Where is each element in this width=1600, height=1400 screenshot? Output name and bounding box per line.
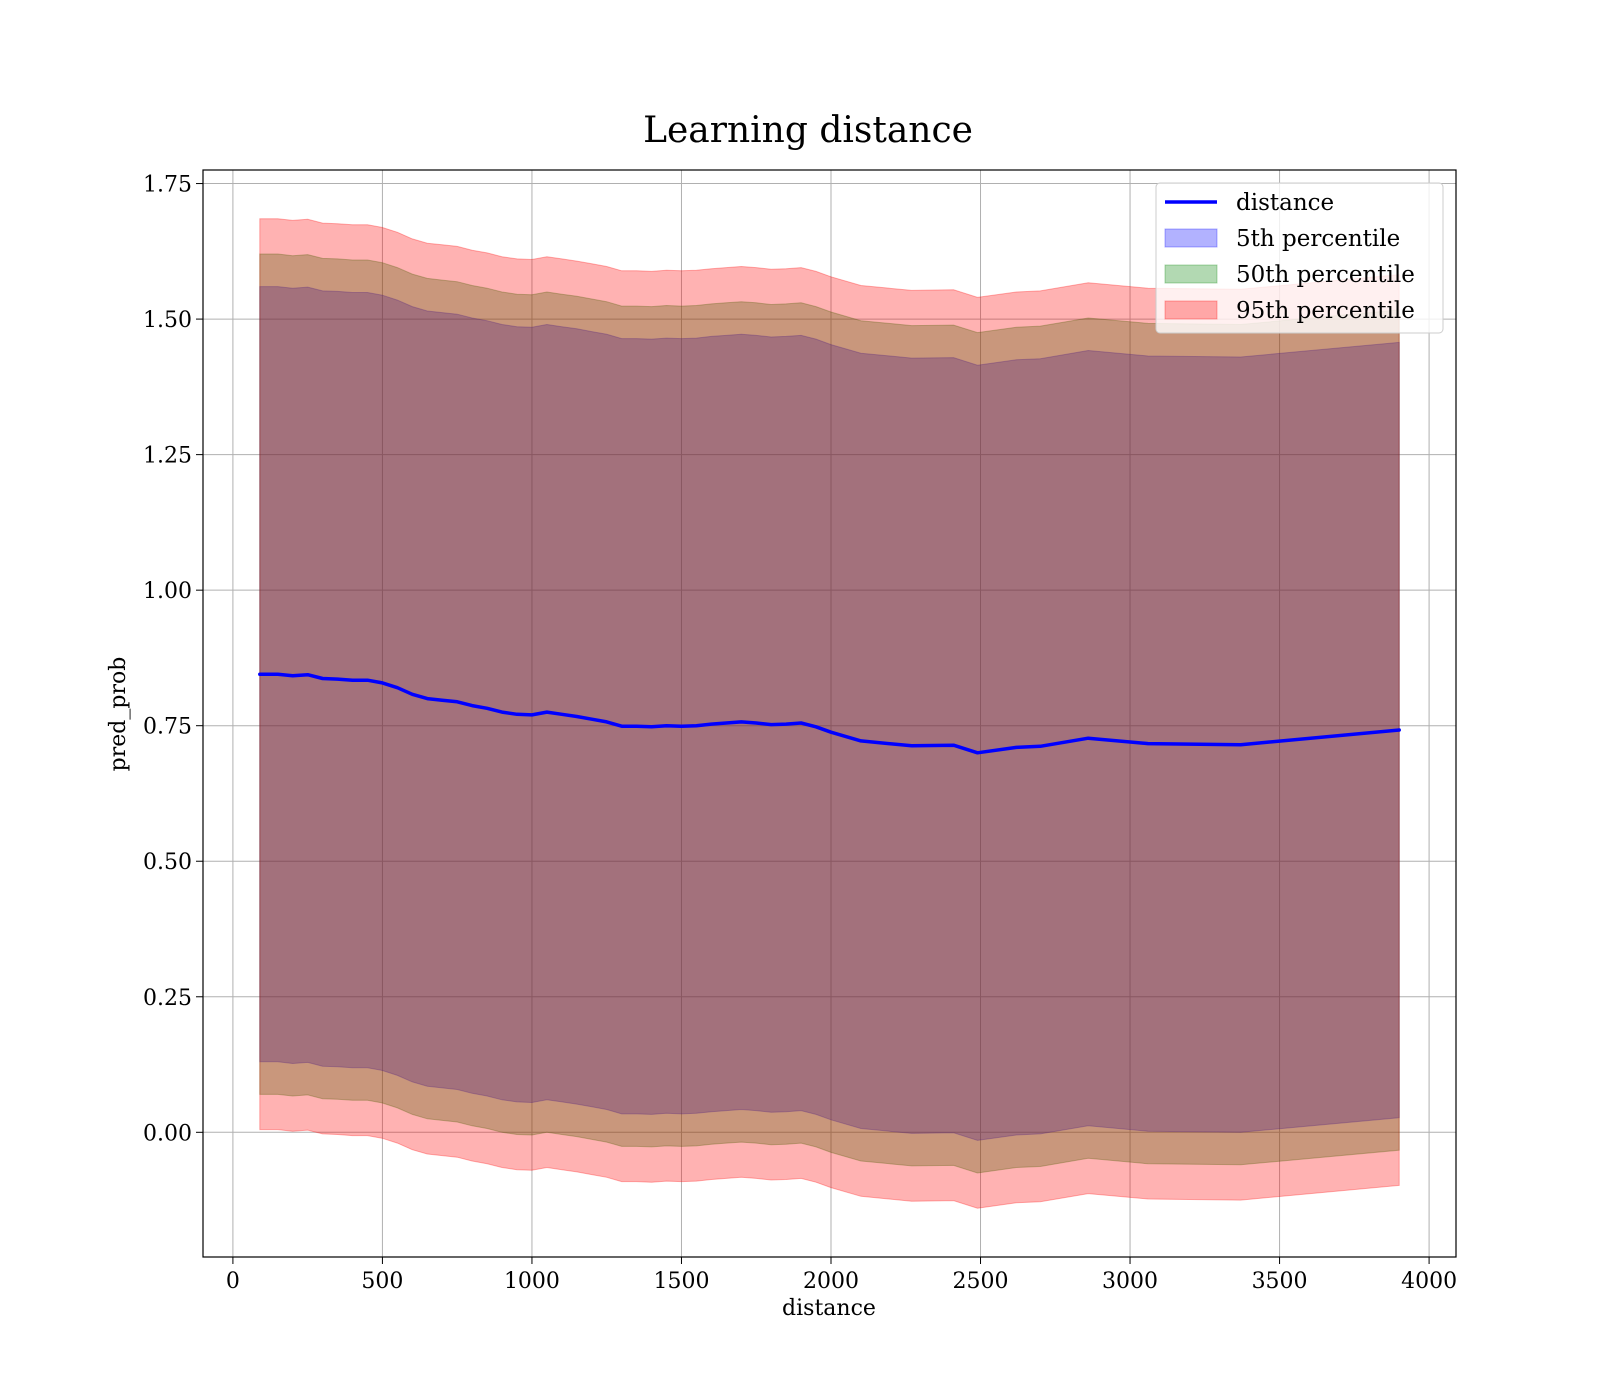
x-tick-label: 1000 [504, 1269, 560, 1294]
x-tick-label: 2500 [953, 1269, 1009, 1294]
chart-title: Learning distance [643, 110, 973, 151]
y-tick-label: 1.25 [143, 444, 192, 469]
y-tick-label: 0.50 [143, 850, 192, 875]
y-axis-label: pred_prob [106, 657, 131, 772]
y-tick-label: 0.75 [143, 715, 192, 740]
legend: distance 5th percentile 50th percentile … [1155, 182, 1444, 334]
x-tick-label: 500 [361, 1269, 403, 1294]
percentile-bands [259, 218, 1400, 1209]
legend-label-95th-percentile: 95th percentile [1236, 298, 1415, 324]
x-tick-label: 1500 [653, 1269, 709, 1294]
legend-label-5th-percentile: 5th percentile [1236, 226, 1400, 252]
legend-label-distance: distance [1236, 190, 1334, 216]
legend-label-50th-percentile: 50th percentile [1236, 262, 1415, 288]
line-distance [258, 672, 1401, 755]
x-tick-label: 4000 [1401, 1269, 1457, 1294]
x-tick-label: 3500 [1252, 1269, 1308, 1294]
legend-swatch-5th-percentile [1164, 228, 1218, 248]
y-tick-label: 1.00 [143, 579, 192, 604]
band-50th-percentile [259, 253, 1400, 1174]
x-axis-label: distance [782, 1296, 876, 1321]
band-5th-percentile [259, 286, 1400, 1141]
x-tick-label: 0 [226, 1269, 240, 1294]
series-lines [258, 672, 1401, 755]
x-tick-label: 3000 [1102, 1269, 1158, 1294]
y-tick-label: 1.75 [143, 173, 192, 198]
band-95th-percentile [259, 218, 1400, 1209]
x-tick-label: 2000 [803, 1269, 859, 1294]
y-tick-label: 0.25 [143, 986, 192, 1011]
legend-frame [1155, 182, 1444, 334]
y-axis-ticks: 0.00 0.25 0.50 0.75 1.00 1.25 1.50 1.75 [143, 173, 203, 1146]
x-axis-ticks: 0 500 1000 1500 2000 2500 3000 3500 4000 [226, 1257, 1457, 1294]
legend-swatch-50th-percentile [1164, 264, 1218, 284]
y-tick-label: 1.50 [143, 308, 192, 333]
grid [203, 170, 1456, 1257]
y-tick-label: 0.00 [143, 1121, 192, 1146]
legend-swatch-95th-percentile [1164, 300, 1218, 320]
plot-frame [202, 169, 1457, 1258]
